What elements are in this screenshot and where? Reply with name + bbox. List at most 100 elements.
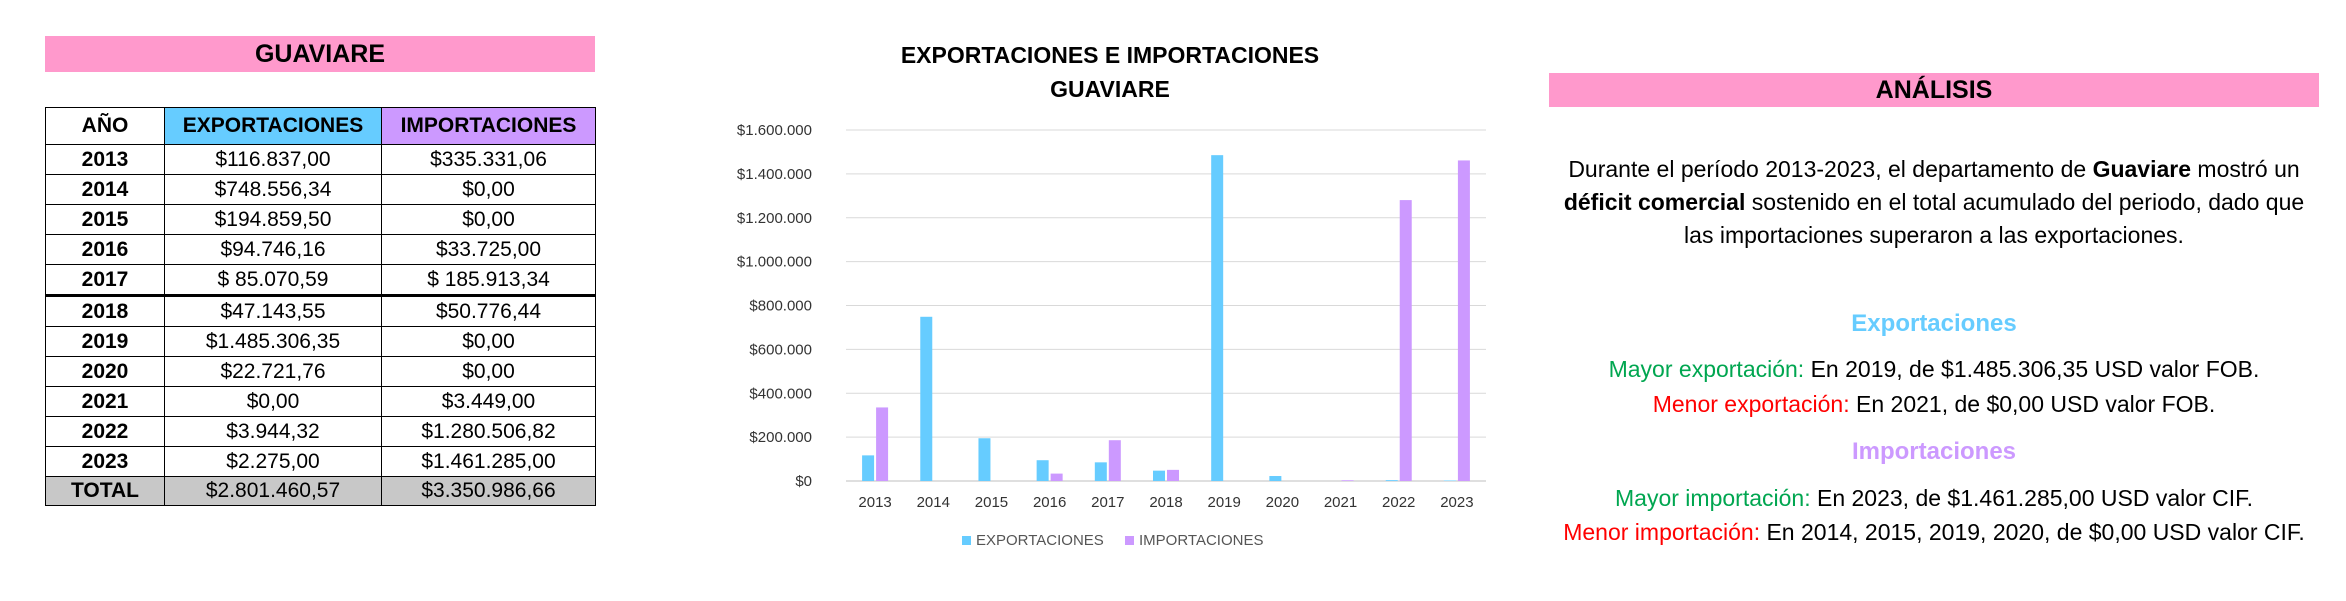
row-exports: $3.944,32: [164, 416, 382, 447]
table-row: 2023 $2.275,00 $1.461.285,00: [45, 446, 596, 477]
imports-heading: Importaciones: [1851, 438, 2017, 465]
y-tick-label: $400.000: [749, 385, 812, 402]
x-tick-label: 2020: [1266, 494, 1299, 511]
x-tick-label: 2014: [917, 494, 950, 511]
y-tick-label: $200.000: [749, 429, 812, 446]
bar-importaciones-2016: [1050, 473, 1063, 481]
row-imports: $0,00: [381, 174, 596, 205]
row-exports: $748.556,34: [164, 174, 382, 205]
trade-table: AÑO EXPORTACIONES IMPORTACIONES 2013 $116…: [45, 107, 596, 506]
min-export-label: Menor exportación:: [1652, 391, 1850, 417]
bar-exportaciones-2015: [978, 438, 991, 481]
row-year: 2019: [45, 326, 165, 357]
analysis-paragraph: Durante el período 2013-2023, el departa…: [1549, 153, 2319, 252]
x-tick-label: 2015: [975, 494, 1008, 511]
bar-exportaciones-2013: [862, 455, 875, 481]
row-imports: $0,00: [381, 356, 596, 387]
row-imports: $50.776,44: [381, 295, 596, 327]
bar-importaciones-2023: [1457, 160, 1470, 481]
x-tick-label: 2022: [1382, 494, 1415, 511]
bar-importaciones-2022: [1399, 200, 1412, 482]
bar-exportaciones-2016: [1036, 460, 1049, 481]
bar-importaciones-2017: [1108, 440, 1121, 481]
exports-heading: Exportaciones: [1851, 310, 2017, 337]
row-imports: $ 185.913,34: [381, 264, 596, 297]
row-imports: $335.331,06: [381, 144, 596, 175]
row-year: 2017: [45, 264, 165, 297]
header-year: AÑO: [45, 107, 165, 145]
max-import-label: Mayor importación:: [1615, 485, 1811, 511]
y-tick-label: $1.200.000: [737, 210, 812, 227]
table-row: 2016 $94.746,16 $33.725,00: [45, 234, 596, 265]
table-row: 2017 $ 85.070,59 $ 185.913,34: [45, 264, 596, 297]
legend-swatch: [962, 536, 971, 545]
max-export-label: Mayor exportación:: [1608, 356, 1805, 382]
row-imports: $1.280.506,82: [381, 416, 596, 447]
trade-chart: EXPORTACIONES E IMPORTACIONES GUAVIARE $…: [737, 42, 1486, 549]
row-exports: $ 85.070,59: [164, 264, 382, 297]
table-total-row: TOTAL $2.801.460,57 $3.350.986,66: [45, 476, 596, 506]
bar-importaciones-2013: [876, 407, 889, 481]
p1-dept: Guaviare: [2092, 156, 2192, 182]
header-imports: IMPORTACIONES: [381, 107, 596, 145]
y-tick-label: $1.400.000: [737, 166, 812, 183]
row-exports: $1.485.306,35: [164, 326, 382, 357]
chart-subtitle: GUAVIARE: [1050, 76, 1170, 102]
bar-exportaciones-2020: [1269, 476, 1282, 481]
chart-bars: [862, 155, 1470, 482]
table-header-row: AÑO EXPORTACIONES IMPORTACIONES: [45, 107, 596, 145]
row-year: 2022: [45, 416, 165, 447]
bar-exportaciones-2019: [1211, 155, 1224, 481]
min-export-line: Menor exportación: En 2021, de $0,00 USD…: [1549, 391, 2319, 418]
min-import-label: Menor importación:: [1563, 519, 1761, 545]
row-year: 2023: [45, 446, 165, 477]
row-exports: $94.746,16: [164, 234, 382, 265]
x-tick-label: 2016: [1033, 494, 1066, 511]
analysis-title: ANÁLISIS: [1549, 73, 2319, 107]
min-import-text: En 2014, 2015, 2019, 2020, de $0,00 USD …: [1760, 519, 2305, 545]
x-tick-label: 2021: [1324, 494, 1357, 511]
legend-label: EXPORTACIONES: [976, 532, 1104, 549]
x-tick-label: 2017: [1091, 494, 1124, 511]
row-imports: $1.461.285,00: [381, 446, 596, 477]
bar-importaciones-2018: [1167, 469, 1179, 481]
header-exports: EXPORTACIONES: [164, 107, 382, 145]
row-imports: $3.449,00: [381, 386, 596, 417]
legend-label: IMPORTACIONES: [1139, 532, 1263, 549]
row-imports: $0,00: [381, 326, 596, 357]
table-row: 2022 $3.944,32 $1.280.506,82: [45, 416, 596, 447]
table-row: 2018 $47.143,55 $50.776,44: [45, 295, 596, 327]
x-tick-label: 2013: [858, 494, 891, 511]
row-exports: $116.837,00: [164, 144, 382, 175]
bar-exportaciones-2018: [1153, 470, 1165, 481]
max-import-line: Mayor importación: En 2023, de $1.461.28…: [1549, 485, 2319, 512]
legend-swatch: [1125, 536, 1134, 545]
p1-text-a: Durante el período 2013-2023, el departa…: [1568, 156, 2093, 182]
x-tick-label: 2023: [1440, 494, 1473, 511]
x-tick-label: 2019: [1207, 494, 1240, 511]
table-row: 2021 $0,00 $3.449,00: [45, 386, 596, 417]
max-import-text: En 2023, de $1.461.285,00 USD valor CIF.: [1810, 485, 2253, 511]
y-tick-label: $600.000: [749, 341, 812, 358]
y-axis: $0 $200.000 $400.000 $600.000 $800.000 $1.000…: [737, 122, 812, 490]
y-tick-label: $1.000.000: [737, 254, 812, 271]
y-tick-label: $0: [795, 473, 812, 490]
max-export-text: En 2019, de $1.485.306,35 USD valor FOB.: [1804, 356, 2260, 382]
row-year: 2018: [45, 295, 165, 327]
min-import-line: Menor importación: En 2014, 2015, 2019, …: [1549, 519, 2319, 546]
max-export-line: Mayor exportación: En 2019, de $1.485.30…: [1549, 356, 2319, 383]
table-row: 2014 $748.556,34 $0,00: [45, 174, 596, 205]
total-exports: $2.801.460,57: [164, 476, 382, 506]
row-year: 2013: [45, 144, 165, 175]
chart-legend: EXPORTACIONES IMPORTACIONES: [962, 532, 1263, 549]
row-year: 2015: [45, 204, 165, 235]
y-tick-label: $800.000: [749, 298, 812, 315]
row-imports: $0,00: [381, 204, 596, 235]
row-year: 2021: [45, 386, 165, 417]
min-export-text: En 2021, de $0,00 USD valor FOB.: [1849, 391, 2216, 417]
row-imports: $33.725,00: [381, 234, 596, 265]
chart-grid: [846, 129, 1486, 482]
total-label: TOTAL: [45, 476, 165, 506]
row-year: 2014: [45, 174, 165, 205]
row-year: 2016: [45, 234, 165, 265]
